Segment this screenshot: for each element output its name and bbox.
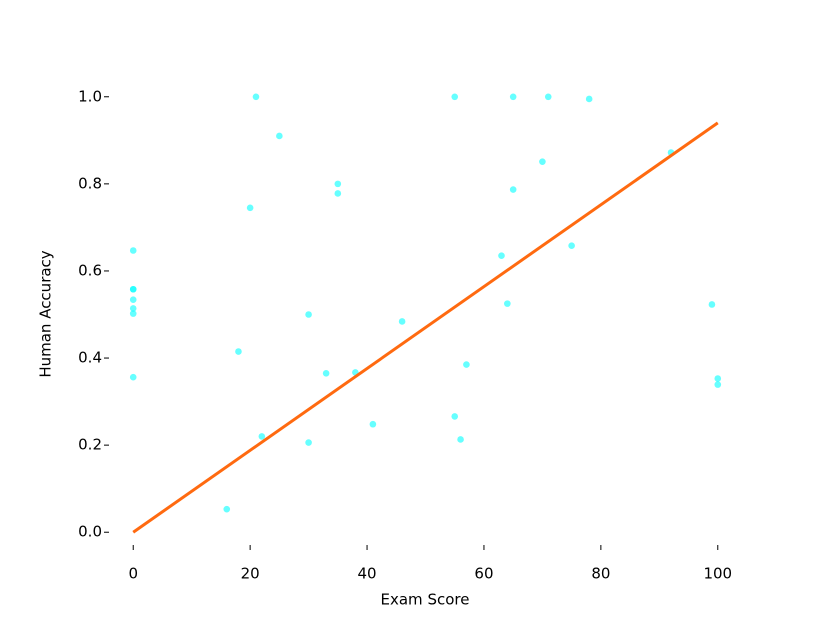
- scatter-point: [129, 373, 137, 381]
- scatter-point: [276, 132, 283, 140]
- scatter-point: [398, 318, 406, 325]
- scatter-point: [457, 436, 464, 443]
- scatter-point: [246, 204, 254, 212]
- scatter-point: [708, 301, 716, 308]
- x-tick-label: 100: [703, 565, 732, 583]
- scatter-point: [252, 93, 260, 101]
- y-axis-label: Human Accuracy: [37, 250, 55, 377]
- scatter-point: [223, 505, 231, 513]
- scatter-point: [509, 93, 517, 101]
- y-tick-label: 0.0: [78, 523, 102, 541]
- scatter-point: [504, 300, 511, 307]
- x-tick-label: 40: [357, 565, 376, 583]
- y-tick-label: 0.2: [78, 436, 102, 454]
- x-tick-label: 60: [474, 565, 493, 583]
- scatter-point: [544, 93, 552, 101]
- x-tick-label: 0: [128, 565, 138, 583]
- scatter-point: [463, 361, 470, 368]
- scatter-point: [305, 311, 312, 318]
- y-tick-label: 1.0: [78, 87, 102, 105]
- scatter-point: [129, 305, 137, 312]
- x-axis-label: Exam Score: [381, 591, 470, 609]
- scatter-point: [568, 242, 575, 249]
- scatter-point: [585, 95, 593, 103]
- scatter-point: [451, 93, 459, 101]
- scatter-point: [334, 190, 342, 197]
- scatter-point: [235, 348, 242, 355]
- x-tick-label: 20: [241, 565, 260, 583]
- scatter-point: [714, 375, 722, 382]
- y-tick-label: 0.4: [78, 349, 102, 367]
- scatter-point: [451, 413, 459, 420]
- scatter-point: [129, 247, 137, 254]
- x-tick-label: 80: [591, 565, 610, 583]
- scatter-point: [305, 439, 312, 446]
- scatter-point: [129, 285, 137, 293]
- scatter-point: [322, 369, 330, 377]
- scatter-point: [129, 310, 137, 317]
- fit-line: [132, 121, 719, 534]
- scatter-point: [258, 433, 266, 440]
- scatter-point: [334, 180, 342, 188]
- scatter-point: [539, 158, 546, 165]
- y-tick-label: 0.8: [78, 174, 102, 192]
- y-tick-label: 0.6: [78, 261, 102, 279]
- scatter-point: [509, 186, 517, 193]
- scatter-point: [714, 381, 722, 388]
- scatter-point: [369, 420, 377, 428]
- scatter-point: [129, 296, 137, 303]
- scatter-point: [498, 252, 505, 260]
